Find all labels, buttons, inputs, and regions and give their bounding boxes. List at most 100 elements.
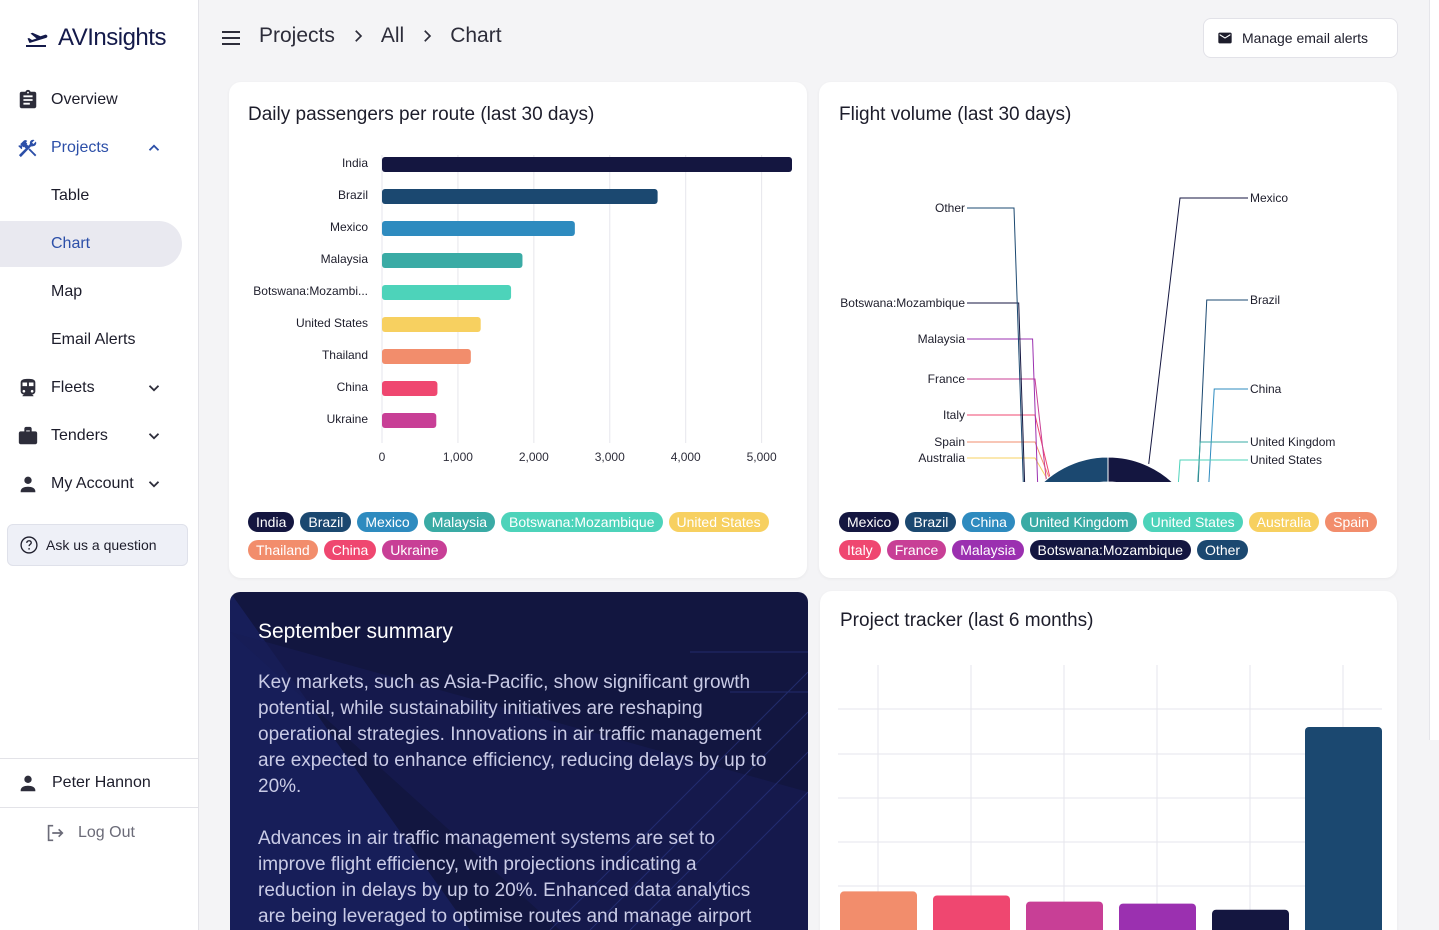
sidebar-item-tenders[interactable]: Tenders [0,413,182,459]
bar[interactable] [1119,903,1196,930]
sidebar-item-projects[interactable]: Projects [0,125,182,171]
y-category-label: China [337,380,369,394]
passengers-legend: India Brazil Mexico Malaysia Botswana:Mozamb… [248,512,788,560]
donut-slice-label: China [1250,382,1282,396]
legend-chip[interactable]: Spain [1325,512,1377,532]
bar[interactable] [382,253,523,268]
breadcrumb-projects[interactable]: Projects [259,24,335,47]
passengers-bar-chart: 0 1,000 2,000 3,000 4,000 5,000 India Brazil Mex… [253,155,792,464]
sidebar-item-label: Overview [51,91,118,108]
chevron-up-icon[interactable] [145,139,163,157]
legend-chip[interactable]: Italy [839,540,881,560]
tools-icon [18,139,37,158]
bar[interactable] [382,381,438,396]
legend-chip[interactable]: United Kingdom [1020,512,1137,532]
bar[interactable] [933,895,1010,930]
bar[interactable] [382,317,481,332]
bar[interactable] [840,891,917,930]
x-tick-label: 5,000 [747,450,777,464]
bar[interactable] [382,221,575,236]
manage-email-alerts-button[interactable]: Manage email alerts [1203,18,1398,58]
legend-chip[interactable]: Mexico [357,512,418,532]
person-icon [20,476,36,493]
legend-chip[interactable]: China [323,540,377,560]
manage-email-alerts-label: Manage email alerts [1242,30,1369,46]
legend-chip[interactable]: United States [668,512,769,532]
chevron-down-icon[interactable] [145,475,163,493]
logout-label: Log Out [78,824,135,841]
sidebar-item-email-alerts[interactable]: Email Alerts [0,317,182,363]
sidebar: AVInsights Overview Projects Table Chart… [0,0,199,930]
bar[interactable] [1026,901,1103,930]
donut-slice-label: Other [935,201,965,215]
x-tick-label: 4,000 [671,450,701,464]
summary-paragraph-1: Key markets, such as Asia-Pacific, show … [258,672,767,797]
y-category-label: United States [296,316,368,330]
logo[interactable]: AVInsights [24,24,166,52]
chevron-down-icon[interactable] [145,427,163,445]
bar[interactable] [382,413,437,428]
donut-slice-label: Italy [943,408,965,422]
legend-chip[interactable]: Ukraine [382,540,447,560]
donut-slice[interactable] [1013,456,1109,482]
donut-leader-line [967,207,1024,482]
donut-leader-line [1208,388,1248,482]
legend-chip[interactable]: Mexico [839,512,900,532]
user-profile[interactable]: Peter Hannon [0,759,198,808]
chevron-down-icon[interactable] [145,379,163,397]
ask-question-button[interactable]: Ask us a question [7,524,188,566]
person-icon [20,775,36,792]
sidebar-item-table[interactable]: Table [0,173,182,219]
legend-chip[interactable]: Thailand [248,540,318,560]
y-category-label: Ukraine [327,412,369,426]
summary-paragraph-2: Advances in air traffic management syste… [258,828,752,927]
sidebar-item-map[interactable]: Map [0,269,182,315]
legend-chip[interactable]: Australia [1248,512,1320,532]
bar[interactable] [382,189,658,204]
legend-chip[interactable]: Botswana:Mozambique [1029,540,1192,560]
legend-chip[interactable]: India [248,512,295,532]
page-scrollbar[interactable] [1429,0,1439,740]
legend-chip[interactable]: Other [1197,540,1249,560]
donut-slice-label: Spain [934,435,965,449]
donut-slice-label: Botswana:Mozambique [840,296,965,310]
bar[interactable] [1305,727,1382,930]
sidebar-item-label: Fleets [51,379,95,396]
legend-chip[interactable]: United States [1142,512,1243,532]
y-category-label: Malaysia [321,252,369,266]
legend-chip[interactable]: Brazil [905,512,957,532]
sidebar-item-fleets[interactable]: Fleets [0,365,182,411]
top-bar: Projects All Chart Manage email alerts [199,0,1439,76]
y-category-label: Thailand [322,348,368,362]
bar[interactable] [382,349,471,364]
breadcrumb-all[interactable]: All [380,24,405,47]
help-icon [20,536,38,554]
legend-chip[interactable]: Botswana:Mozambique [500,512,663,532]
y-category-label: Brazil [338,188,368,202]
tracker-title: Project tracker (last 6 months) [840,610,1094,631]
sidebar-item-overview[interactable]: Overview [0,77,182,123]
legend-chip[interactable]: Brazil [300,512,352,532]
sidebar-item-label: Chart [51,235,91,252]
legend-chip[interactable]: France [886,540,947,560]
bar[interactable] [1212,909,1289,930]
passengers-card: Daily passengers per route (last 30 days… [229,82,807,578]
logout-button[interactable]: Log Out [0,808,198,858]
sidebar-footer: Peter Hannon Log Out [0,758,198,858]
legend-chip[interactable]: Malaysia [952,540,1024,560]
donut-leader-line [1197,441,1248,482]
sidebar-item-chart[interactable]: Chart [0,221,182,267]
legend-chip[interactable]: Malaysia [423,512,495,532]
flights-legend: Mexico Brazil China United Kingdom United St… [839,512,1384,560]
donut-slice-label: Mexico [1250,191,1288,205]
passengers-title: Daily passengers per route (last 30 days… [248,104,595,125]
bar[interactable] [382,157,792,172]
menu-icon[interactable] [221,28,241,48]
legend-chip[interactable]: China [962,512,1015,532]
x-tick-label: 2,000 [519,450,549,464]
bar[interactable] [382,285,512,300]
donut-slice[interactable] [1107,456,1180,482]
sidebar-item-my-account[interactable]: My Account [0,461,182,507]
flights-donut-chart: Mexico Brazil China United Kingdom United St… [840,191,1335,482]
chevron-right-icon [424,30,432,42]
